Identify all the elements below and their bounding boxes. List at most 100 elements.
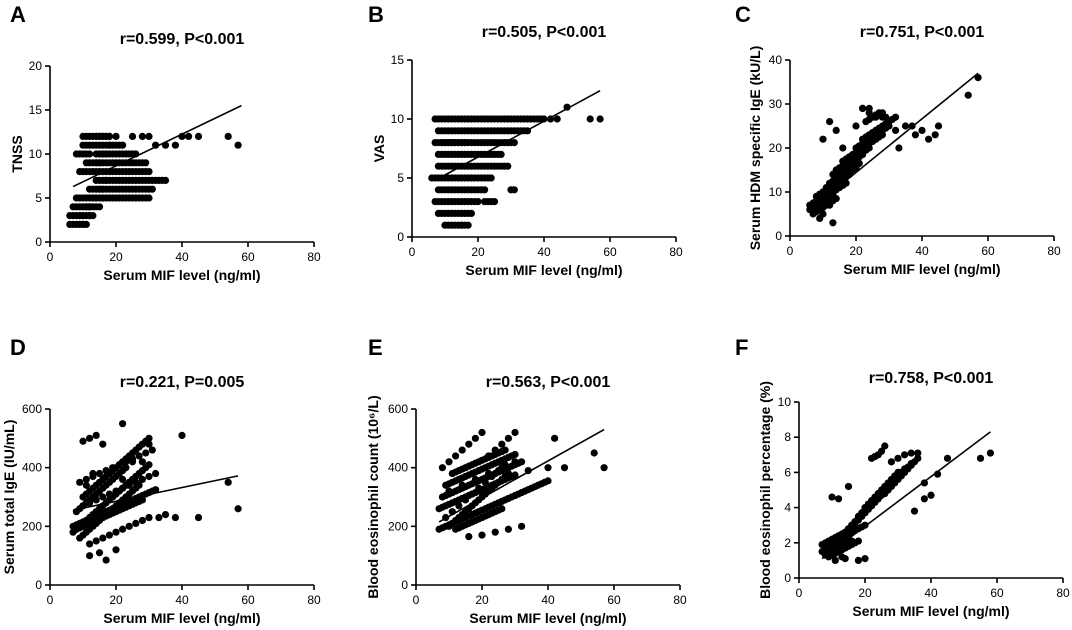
y-tick-label: 400	[22, 461, 42, 475]
x-tick-label: 80	[673, 593, 687, 607]
data-point	[86, 540, 94, 548]
data-point	[224, 478, 232, 486]
data-point	[95, 549, 104, 557]
data-point	[911, 131, 920, 139]
scatter-points	[66, 132, 242, 228]
data-point	[986, 449, 995, 457]
data-point	[518, 458, 526, 466]
data-point	[498, 464, 506, 472]
data-point	[819, 135, 827, 143]
data-point	[510, 139, 518, 147]
data-point	[148, 185, 156, 193]
data-point	[485, 469, 493, 478]
data-point	[471, 475, 479, 483]
x-tick-label: 20	[475, 593, 489, 607]
data-point	[95, 159, 104, 167]
data-point	[976, 454, 985, 462]
data-point	[89, 212, 97, 220]
data-point	[498, 505, 506, 513]
x-tick-label: 0	[47, 250, 54, 264]
panel-b: Br=0.505, P<0.001 0 20 40 60 80 0 5 10 15 Serum MI…	[368, 2, 683, 278]
x-tick-label: 40	[175, 593, 189, 607]
data-point	[92, 496, 100, 504]
data-point	[119, 525, 127, 533]
x-axis-label: Serum MIF level (ng/ml)	[469, 610, 626, 626]
data-point	[457, 221, 466, 229]
data-point	[934, 122, 943, 130]
x-tick-label: 20	[858, 586, 872, 600]
y-tick-label: 20	[769, 141, 783, 155]
y-tick-label: 20	[29, 59, 43, 73]
data-point	[914, 449, 922, 457]
data-point	[445, 487, 453, 495]
y-tick-label: 0	[397, 230, 404, 244]
data-point	[145, 461, 153, 469]
y-tick-label: 0	[775, 229, 782, 243]
y-tick-label: 200	[388, 519, 408, 533]
y-axis-label: VAS	[371, 135, 387, 163]
data-point	[481, 186, 489, 194]
x-tick-label: 0	[413, 593, 420, 607]
data-point	[854, 537, 863, 545]
data-point	[99, 534, 107, 542]
regression-line	[434, 89, 601, 182]
data-point	[105, 141, 113, 149]
data-point	[826, 201, 834, 209]
data-point	[142, 159, 150, 167]
data-point	[112, 546, 120, 554]
data-point	[105, 490, 113, 498]
panel-e: Er=0.563, P<0.001 0 20 40 60 80 0 200 400 600 Seru…	[365, 335, 687, 626]
y-tick-label: 10	[29, 147, 43, 161]
data-point	[464, 221, 472, 229]
scatter-points	[818, 442, 995, 565]
data-point	[135, 452, 143, 460]
x-tick-label: 40	[915, 244, 929, 258]
data-point	[109, 464, 117, 472]
data-point	[138, 458, 146, 466]
regression-line	[438, 428, 605, 523]
y-tick-label: 10	[391, 112, 405, 126]
scatter-points	[806, 74, 982, 227]
data-point	[82, 220, 90, 228]
data-point	[102, 467, 110, 475]
data-point	[86, 150, 94, 158]
panel-a: Ar=0.599, P<0.001 0 20 40 60 80 0 5 10 15 20 Serum …	[9, 2, 321, 283]
data-point	[122, 458, 130, 466]
data-point	[112, 528, 120, 536]
data-point	[511, 428, 519, 437]
regression-line	[72, 475, 239, 511]
data-point	[872, 113, 880, 121]
y-tick-label: 2	[784, 536, 791, 550]
x-tick-label: 20	[471, 245, 485, 259]
data-point	[105, 132, 113, 140]
data-point	[99, 194, 107, 202]
data-point	[892, 113, 900, 121]
data-point	[142, 449, 150, 457]
regression-line	[72, 104, 242, 188]
data-point	[927, 491, 935, 499]
regression-line	[812, 72, 979, 209]
correlation-title: r=0.599, P<0.001	[120, 31, 245, 48]
x-tick-label: 20	[849, 244, 863, 258]
data-point	[859, 104, 867, 112]
x-tick-label: 80	[307, 250, 321, 264]
data-point	[491, 528, 499, 536]
x-axis-label: Serum MIF level (ng/ml)	[465, 262, 622, 278]
data-point	[478, 428, 486, 437]
data-point	[910, 507, 919, 515]
data-point	[438, 464, 446, 472]
correlation-title: r=0.751, P<0.001	[860, 24, 985, 41]
data-point	[828, 493, 836, 501]
y-tick-label: 15	[391, 53, 405, 67]
y-tick-label: 400	[388, 461, 408, 475]
panel-letter: A	[10, 2, 26, 27]
y-tick-label: 30	[769, 97, 783, 111]
data-point	[458, 446, 466, 454]
data-point	[974, 74, 982, 82]
data-point	[161, 510, 170, 519]
data-point	[148, 446, 156, 454]
x-axis-label: Serum MIF level (ng/ml)	[843, 261, 1000, 277]
x-tick-label: 60	[241, 593, 255, 607]
x-tick-label: 60	[603, 245, 617, 259]
y-tick-label: 15	[29, 103, 43, 117]
